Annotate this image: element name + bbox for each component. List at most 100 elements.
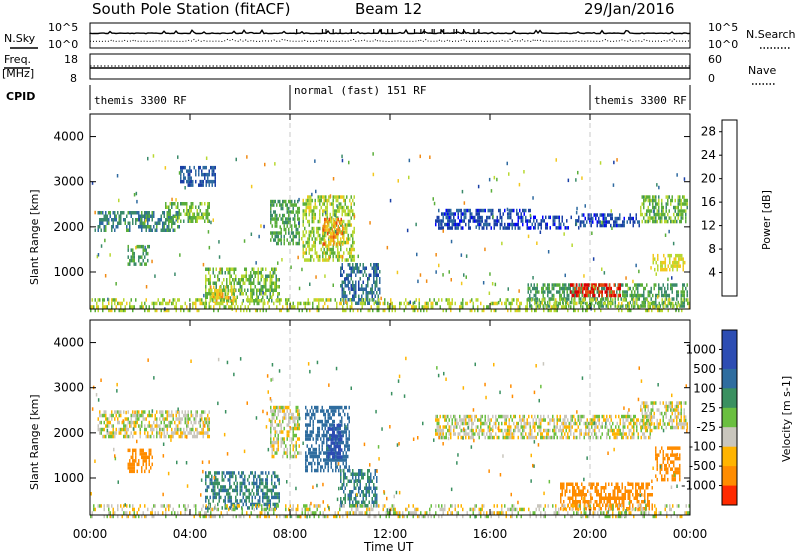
heatmap-cell — [308, 195, 310, 199]
heatmap-cell — [108, 424, 110, 428]
heatmap-cell — [330, 448, 332, 452]
heatmap-cell — [595, 213, 597, 217]
heatmap-cell — [344, 209, 346, 213]
heatmap-cell — [270, 440, 272, 445]
heatmap-cell — [602, 216, 604, 221]
heatmap-cell — [283, 426, 285, 431]
heatmap-cell — [142, 244, 144, 249]
heatmap-cell — [297, 305, 299, 309]
heatmap-cell — [442, 219, 444, 223]
heatmap-cell — [644, 286, 646, 291]
heatmap-cell — [489, 215, 491, 220]
heatmap-cell — [138, 225, 140, 229]
heatmap-cell — [177, 298, 179, 302]
heatmap-cell — [583, 298, 585, 302]
heatmap-cell — [183, 176, 185, 180]
heatmap-cell — [593, 213, 595, 217]
heatmap-cell — [671, 198, 673, 203]
heatmap-cell — [418, 301, 420, 306]
heatmap-cell — [553, 283, 555, 287]
heatmap-cell — [345, 440, 347, 445]
heatmap-cell — [177, 155, 179, 159]
heatmap-cell — [114, 298, 116, 302]
heatmap-cell — [327, 427, 329, 431]
heatmap-cell — [555, 226, 557, 230]
heatmap-cell — [459, 208, 461, 213]
heatmap-cell — [344, 430, 346, 434]
heatmap-cell — [360, 301, 362, 306]
heatmap-cell — [216, 299, 218, 303]
heatmap-cell — [337, 228, 339, 232]
heatmap-cell — [355, 493, 357, 497]
heatmap-cell — [567, 226, 569, 230]
heatmap-cell — [553, 297, 555, 301]
heatmap-cell — [658, 301, 660, 306]
heatmap-cell — [325, 198, 327, 203]
heatmap-cell — [661, 286, 663, 291]
heatmap-cell — [229, 274, 231, 278]
heatmap-cell — [168, 410, 170, 414]
heatmap-cell — [541, 290, 543, 294]
heatmap-cell — [339, 412, 341, 417]
heatmap-cell — [168, 228, 170, 232]
heatmap-cell — [180, 305, 182, 309]
heatmap-cell — [663, 305, 665, 309]
heatmap-cell — [231, 292, 233, 296]
heatmap-cell — [259, 288, 261, 292]
heatmap-cell — [674, 209, 676, 213]
heatmap-cell — [338, 258, 340, 262]
heatmap-cell — [186, 413, 188, 418]
heatmap-cell — [347, 280, 349, 284]
heatmap-cell — [332, 451, 334, 456]
heatmap-cell — [350, 273, 352, 277]
heatmap-cell — [519, 308, 521, 313]
heatmap-cell — [190, 169, 192, 173]
heatmap-cell — [221, 506, 223, 510]
heatmap-cell — [332, 258, 334, 262]
heatmap-cell — [306, 426, 308, 431]
heatmap-cell — [602, 213, 604, 217]
heatmap-cell — [229, 481, 231, 486]
heatmap-cell — [172, 228, 174, 232]
heatmap-cell — [253, 485, 255, 489]
heatmap-cell — [163, 427, 165, 432]
heatmap-cell — [177, 417, 179, 421]
heatmap-cell — [153, 225, 155, 229]
heatmap-cell — [432, 305, 434, 309]
heatmap-cell — [254, 285, 256, 289]
heatmap-cell — [291, 437, 293, 441]
heatmap-cell — [448, 305, 450, 309]
heatmap-cell — [205, 285, 207, 289]
heatmap-cell — [172, 301, 174, 306]
heatmap-cell — [553, 305, 555, 309]
heatmap-cell — [541, 286, 543, 291]
heatmap-cell — [297, 231, 299, 235]
heatmap-cell — [269, 288, 271, 292]
heatmap-cell — [613, 223, 615, 228]
heatmap-cell — [336, 231, 338, 236]
heatmap-cell — [435, 414, 437, 419]
heatmap-cell — [208, 417, 210, 421]
heatmap-cell — [348, 430, 350, 434]
heatmap-cell — [188, 177, 190, 182]
heatmap-cell — [598, 216, 600, 221]
heatmap-cell — [343, 205, 345, 210]
heatmap-cell — [344, 230, 346, 234]
heatmap-cell — [291, 305, 293, 309]
heatmap-cell — [162, 225, 164, 229]
heatmap-cell — [214, 183, 216, 187]
heatmap-cell — [610, 293, 612, 298]
heatmap-cell — [291, 227, 293, 232]
heatmap-cell — [340, 244, 342, 248]
heatmap-cell — [653, 212, 655, 217]
heatmap-cell — [97, 211, 99, 215]
heatmap-cell — [274, 224, 276, 228]
heatmap-cell — [127, 221, 129, 225]
heatmap-cell — [493, 308, 495, 313]
heatmap-cell — [253, 299, 255, 303]
heatmap-cell — [151, 259, 153, 264]
heatmap-cell — [245, 267, 247, 271]
heatmap-cell — [144, 211, 146, 215]
heatmap-cell — [346, 483, 348, 487]
heatmap-cell — [289, 199, 291, 204]
